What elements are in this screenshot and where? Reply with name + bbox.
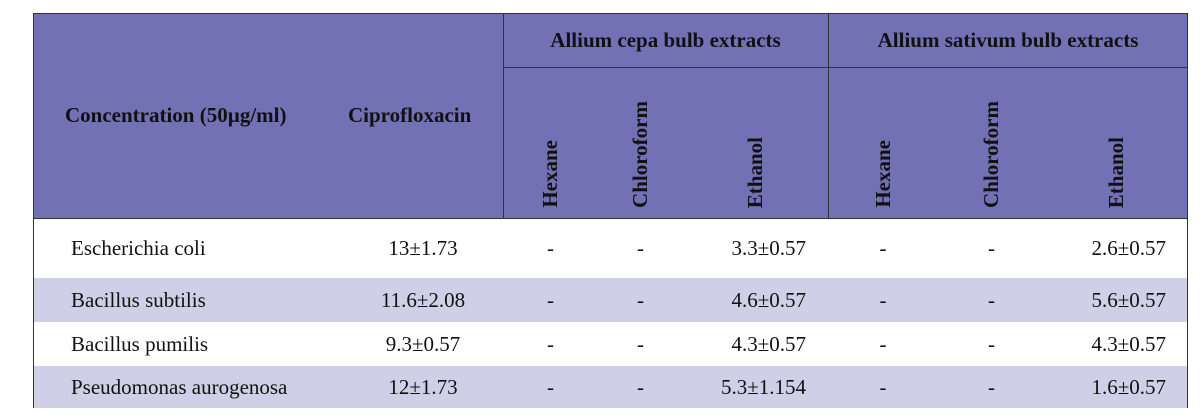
cell-text: Bacillus pumilis	[71, 331, 209, 356]
table-cell: Pseudomonas aurogenosa	[33, 366, 343, 408]
cell-text: -	[988, 331, 995, 356]
table-cell: Bacillus subtilis	[33, 278, 343, 322]
table-cell: Escherichia coli	[33, 218, 343, 278]
cell-text: -	[988, 287, 995, 312]
cell-text: 4.3±0.57	[1091, 331, 1166, 356]
cell-text: Allium cepa bulb extracts	[550, 27, 781, 52]
cell-text: -	[879, 331, 887, 356]
cell-text: -	[988, 235, 995, 260]
cell-text: -	[637, 287, 644, 312]
cell-text: 5.3±1.154	[720, 374, 806, 399]
cell-text: Chloroform	[979, 101, 1003, 208]
cell-text: -	[547, 331, 554, 356]
rule	[33, 218, 1188, 219]
table-cell: Bacillus pumilis	[33, 322, 343, 366]
table-cell: -	[598, 322, 683, 366]
cell-text: 5.6±0.57	[1091, 287, 1166, 312]
table-cell: 4.3±0.57	[1045, 322, 1188, 366]
column-header: Ethanol	[683, 67, 828, 218]
cell-text: Chloroform	[628, 101, 652, 208]
cell-text: Bacillus subtilis	[71, 287, 206, 312]
table-cell: -	[503, 218, 598, 278]
cell-text: Allium sativum bulb extracts	[877, 27, 1139, 52]
table-cell: 3.3±0.57	[683, 218, 828, 278]
cell-text: -	[879, 374, 887, 399]
column-header: Ethanol	[1045, 67, 1188, 218]
group-title: Allium sativum bulb extracts	[828, 13, 1188, 67]
cell-text: -	[637, 235, 644, 260]
table-cell: 4.3±0.57	[683, 322, 828, 366]
cell-text: -	[547, 374, 554, 399]
column-header: Chloroform	[938, 67, 1045, 218]
rule	[503, 13, 504, 218]
cell-text: 1.6±0.57	[1091, 374, 1166, 399]
header-row-label: Concentration (50µg/ml)	[33, 13, 343, 218]
table-cell: 1.6±0.57	[1045, 366, 1188, 408]
table-cell: -	[828, 322, 938, 366]
column-header: Hexane	[828, 67, 938, 218]
rule	[1187, 13, 1188, 408]
cell-text: -	[637, 331, 644, 356]
cell-text: Pseudomonas aurogenosa	[71, 374, 288, 399]
rule	[828, 13, 829, 218]
table-cell: -	[938, 218, 1045, 278]
cell-text: -	[547, 287, 554, 312]
cell-text: 4.3±0.57	[731, 331, 806, 356]
row-bg	[33, 278, 1188, 322]
table-cell: 9.3±0.57	[343, 322, 503, 366]
row-bg	[33, 366, 1188, 408]
table-cell: -	[503, 366, 598, 408]
cell-text: Concentration (50µg/ml)	[65, 103, 287, 127]
cell-text: Ethanol	[743, 136, 767, 208]
table-cell: 11.6±2.08	[343, 278, 503, 322]
cell-text: Hexane	[538, 140, 562, 208]
cell-text: 2.6±0.57	[1091, 235, 1166, 260]
cell-text: -	[879, 235, 887, 260]
cell-text: Ethanol	[1104, 136, 1128, 208]
table-cell: -	[503, 278, 598, 322]
table-cell: -	[828, 278, 938, 322]
table-cell: 2.6±0.57	[1045, 218, 1188, 278]
cell-text: 13±1.73	[388, 235, 458, 260]
rule	[503, 67, 1188, 68]
row-bg	[33, 322, 1188, 366]
table-cell: 12±1.73	[343, 366, 503, 408]
cell-text: -	[637, 374, 644, 399]
header-bg	[33, 13, 1188, 218]
column-header: Hexane	[503, 67, 598, 218]
cell-text: -	[988, 374, 995, 399]
group-title: Allium cepa bulb extracts	[503, 13, 828, 67]
table-cell: -	[938, 278, 1045, 322]
header-control: Ciprofloxacin	[343, 13, 503, 218]
cell-text: Ciprofloxacin	[348, 103, 472, 127]
row-bg	[33, 218, 1188, 278]
table-cell: -	[938, 322, 1045, 366]
cell-text: -	[879, 287, 887, 312]
cell-text: Escherichia coli	[71, 235, 206, 260]
table-cell: 4.6±0.57	[683, 278, 828, 322]
table-cell: -	[598, 366, 683, 408]
rule	[33, 13, 34, 408]
table-cell: -	[503, 322, 598, 366]
cell-text: 9.3±0.57	[385, 331, 461, 356]
table-cell: 13±1.73	[343, 218, 503, 278]
table-cell: -	[828, 218, 938, 278]
cell-text: 11.6±2.08	[380, 287, 466, 312]
table-cell: -	[598, 278, 683, 322]
table-cell: -	[598, 218, 683, 278]
table-cell: 5.3±1.154	[683, 366, 828, 408]
cell-text: 4.6±0.57	[731, 287, 806, 312]
table-cell: -	[938, 366, 1045, 408]
cell-text: -	[547, 235, 554, 260]
column-header: Chloroform	[598, 67, 683, 218]
cell-text: 3.3±0.57	[731, 235, 806, 260]
cell-text: 12±1.73	[388, 374, 458, 399]
table-cell: -	[828, 366, 938, 408]
table-cell: 5.6±0.57	[1045, 278, 1188, 322]
rule	[33, 13, 1188, 14]
cell-text: Hexane	[870, 140, 895, 208]
